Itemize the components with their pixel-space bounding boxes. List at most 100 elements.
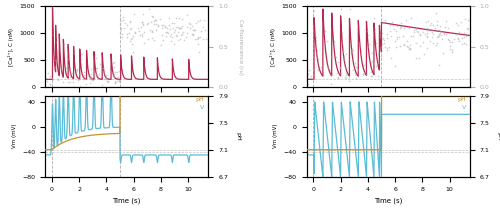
Point — [416, 33, 424, 36]
Point — [396, 44, 404, 48]
Point — [176, 26, 184, 29]
Point — [114, 75, 122, 79]
Point — [130, 31, 138, 35]
Point — [351, 62, 359, 65]
Point — [462, 26, 470, 29]
Point — [381, 18, 389, 21]
Point — [152, 22, 160, 26]
Point — [64, 73, 72, 77]
Point — [86, 68, 94, 71]
Point — [423, 34, 431, 37]
Point — [114, 86, 122, 89]
Point — [115, 69, 123, 73]
Point — [354, 60, 362, 64]
Point — [370, 17, 378, 20]
Point — [60, 42, 68, 45]
Point — [422, 21, 430, 24]
Point — [96, 63, 104, 66]
Point — [72, 68, 80, 71]
Point — [188, 32, 196, 36]
Point — [454, 38, 462, 41]
Point — [374, 61, 382, 65]
Point — [172, 33, 179, 37]
Point — [87, 76, 95, 79]
Point — [444, 26, 452, 30]
Point — [116, 16, 124, 20]
Point — [312, 38, 320, 42]
Point — [444, 38, 452, 41]
Point — [436, 29, 444, 32]
Point — [108, 61, 116, 64]
Point — [344, 79, 352, 82]
Point — [104, 79, 112, 83]
Point — [323, 40, 331, 43]
Point — [391, 65, 399, 68]
Point — [396, 25, 404, 29]
Point — [308, 68, 316, 71]
Point — [346, 42, 354, 45]
Point — [54, 86, 62, 89]
Point — [111, 81, 119, 84]
Point — [326, 74, 334, 77]
Point — [464, 28, 472, 31]
Point — [66, 75, 74, 78]
Point — [111, 82, 119, 85]
Point — [88, 86, 96, 89]
Point — [458, 36, 466, 40]
Point — [92, 73, 100, 76]
Point — [404, 45, 412, 48]
Point — [454, 36, 462, 40]
Point — [423, 28, 431, 32]
Point — [84, 73, 92, 76]
Point — [406, 47, 413, 51]
Point — [194, 35, 202, 38]
Point — [396, 27, 404, 30]
Point — [374, 74, 382, 78]
Point — [342, 66, 350, 69]
Point — [314, 55, 322, 58]
Point — [92, 56, 100, 60]
Point — [184, 14, 192, 17]
Point — [341, 65, 349, 68]
Point — [118, 32, 126, 36]
Point — [158, 24, 166, 27]
Point — [104, 80, 112, 84]
Point — [130, 30, 138, 33]
Point — [162, 34, 170, 37]
Point — [140, 30, 148, 33]
Point — [117, 26, 125, 29]
Point — [50, 52, 58, 55]
Point — [306, 74, 314, 78]
Point — [188, 33, 196, 37]
Point — [338, 32, 346, 35]
Point — [328, 83, 336, 86]
Point — [374, 62, 382, 65]
Text: V: V — [200, 105, 204, 110]
Point — [135, 29, 143, 33]
Point — [110, 61, 118, 64]
Point — [371, 27, 379, 31]
Point — [457, 20, 465, 24]
Point — [340, 56, 348, 59]
Point — [48, 86, 56, 89]
Point — [406, 47, 414, 50]
Point — [387, 35, 395, 38]
Point — [399, 34, 407, 38]
Point — [70, 51, 78, 54]
Point — [86, 76, 94, 80]
Point — [434, 24, 442, 27]
Point — [140, 22, 147, 26]
Point — [419, 30, 427, 33]
Point — [404, 44, 411, 47]
Point — [176, 33, 184, 36]
Point — [163, 30, 171, 33]
Point — [388, 21, 396, 24]
Point — [368, 60, 376, 63]
Point — [349, 49, 357, 52]
Point — [422, 46, 430, 50]
Point — [150, 20, 158, 23]
Point — [314, 68, 322, 72]
Point — [126, 21, 134, 24]
Point — [384, 36, 392, 40]
Point — [48, 76, 56, 79]
